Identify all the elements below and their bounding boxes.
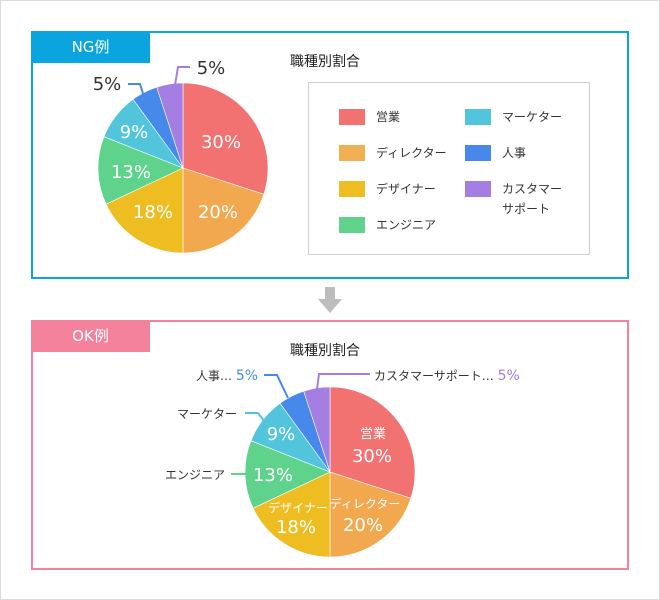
ok-label-designer-pct: 18% — [276, 517, 316, 538]
ng-chart-title: 職種別割合 — [290, 54, 360, 70]
ok-label-director-name: ディレクター — [330, 496, 401, 511]
pie-slice-designer — [252, 471, 331, 558]
legend-label-line2: サポート — [502, 202, 551, 216]
ok-ext-support: カスタマーサポート… 5% — [374, 367, 520, 384]
pie-slice-sales — [329, 386, 416, 499]
ng-label-director: 20% — [198, 202, 238, 223]
ng-legend: 営業 ディレクター デザイナー エンジニア マーケター 人事 カスタマー サポー… — [308, 82, 590, 255]
legend-swatch — [339, 181, 365, 197]
ok-ext-hr-name: 人事… — [196, 369, 233, 383]
legend-item-director: ディレクター — [339, 145, 447, 161]
ok-label-engineer-pct: 13% — [253, 465, 293, 486]
ng-label-marketer: 9% — [120, 122, 149, 143]
ng-support-leader — [174, 66, 190, 86]
ok-hr-leader — [264, 374, 289, 399]
legend-item-marketer: マーケター — [465, 109, 562, 125]
legend-label: エンジニア — [376, 218, 437, 232]
ok-ext-hr: 人事… 5% — [196, 367, 258, 384]
ng-label-sales: 30% — [201, 132, 241, 153]
ok-ext-marketer: マーケター — [177, 407, 238, 421]
ok-tag: OK例 — [31, 320, 150, 352]
ok-label-director-pct: 20% — [343, 515, 383, 536]
pie-slice-designer — [105, 167, 184, 254]
pie-slice-director — [182, 167, 265, 254]
ng-label-hr: 5% — [93, 74, 122, 95]
ok-ext-support-pct: 5% — [497, 368, 520, 384]
ng-pie — [97, 82, 269, 254]
legend-label: ディレクター — [376, 146, 447, 160]
legend-swatch — [339, 145, 365, 161]
ok-ext-engineer: エンジニア — [165, 468, 226, 482]
legend-swatch — [465, 181, 491, 197]
pie-slice-sales — [182, 82, 269, 195]
legend-label: 人事 — [502, 146, 527, 160]
legend-label: デザイナー — [376, 182, 436, 196]
legend-item-designer: デザイナー — [339, 181, 436, 197]
legend-label: カスタマー サポート — [502, 179, 562, 219]
ok-ext-hr-pct: 5% — [235, 368, 259, 384]
ok-chart-title: 職種別割合 — [290, 343, 360, 359]
legend-item-engineer: エンジニア — [339, 217, 436, 233]
pie-slice-engineer — [97, 136, 184, 205]
ok-label-sales-name: 営業 — [360, 426, 386, 442]
ok-ext-support-name: カスタマーサポート… — [374, 369, 494, 383]
ok-label-marketer-pct: 9% — [267, 424, 296, 445]
pie-slice-director — [329, 471, 412, 558]
ok-marketer-leader — [245, 412, 266, 423]
legend-label: 営業 — [376, 110, 401, 124]
legend-swatch — [465, 145, 491, 161]
ng-label-designer: 18% — [133, 202, 173, 223]
legend-item-support: カスタマー サポート — [465, 181, 562, 219]
legend-label: マーケター — [502, 110, 563, 124]
ok-support-leader — [316, 373, 370, 390]
legend-item-hr: 人事 — [465, 145, 526, 161]
ng-label-support: 5% — [197, 58, 226, 79]
legend-swatch — [339, 217, 365, 233]
ok-pie — [244, 386, 416, 558]
legend-swatch — [339, 109, 365, 125]
ok-label-designer-name: デザイナー — [268, 500, 328, 515]
pie-slice-support — [156, 82, 184, 169]
ng-label-engineer: 13% — [111, 162, 151, 183]
arrow-down-icon — [318, 287, 342, 313]
legend-label-line1: カスタマー — [502, 182, 563, 196]
ok-label-sales-pct: 30% — [352, 446, 392, 467]
ng-hr-leader — [128, 83, 145, 98]
legend-swatch — [465, 109, 491, 125]
legend-item-sales: 営業 — [339, 109, 400, 125]
ng-tag: NG例 — [31, 31, 150, 63]
